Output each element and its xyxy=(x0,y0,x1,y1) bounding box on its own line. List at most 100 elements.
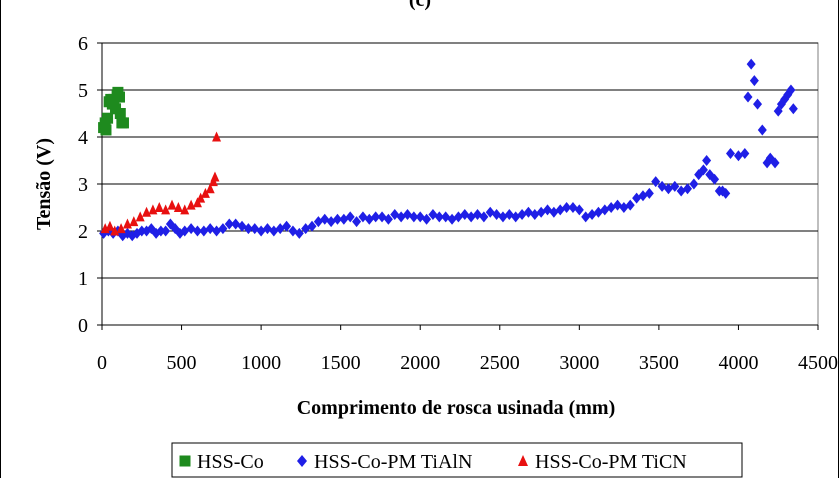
series-hss-co xyxy=(98,86,129,136)
y-tick-labels: 0 1 2 3 4 5 6 xyxy=(78,33,102,337)
data-point xyxy=(740,147,750,159)
data-point xyxy=(651,176,661,188)
x-tick-label: 4500 xyxy=(798,352,838,374)
y-tick-label: 0 xyxy=(78,315,88,337)
data-point xyxy=(114,108,126,119)
data-point xyxy=(156,225,166,237)
data-point xyxy=(116,223,126,234)
data-point xyxy=(743,91,753,103)
data-point xyxy=(702,155,712,166)
data-point xyxy=(746,58,756,70)
data-point xyxy=(105,220,115,231)
data-point xyxy=(721,187,731,199)
y-tick-label: 6 xyxy=(78,33,88,55)
x-axis-title: Comprimento de rosca usinada (mm) xyxy=(297,397,616,419)
data-point xyxy=(192,225,202,237)
y-tick-label: 3 xyxy=(78,174,88,196)
y-tick-label: 1 xyxy=(78,268,88,290)
legend-marker xyxy=(179,455,191,467)
x-tick-label: 2500 xyxy=(480,352,520,374)
data-point xyxy=(332,213,342,225)
data-point xyxy=(670,180,680,192)
data-point xyxy=(574,204,584,216)
legend-item: HSS-Co-PM TiCN xyxy=(518,451,687,473)
data-point xyxy=(212,131,222,142)
data-point xyxy=(282,220,292,232)
data-points xyxy=(98,58,798,242)
chart-title: (c) xyxy=(409,0,431,11)
data-point xyxy=(102,112,114,124)
legend-marker xyxy=(518,455,528,466)
legend-items: HSS-Co HSS-Co-PM TiAlN HSS-Co-PM TiCN xyxy=(179,451,687,473)
x-tick-label: 500 xyxy=(167,352,197,374)
data-point xyxy=(770,157,780,169)
data-point xyxy=(218,223,228,235)
data-point xyxy=(135,211,145,222)
legend: HSS-Co HSS-Co-PM TiAlN HSS-Co-PM TiCN xyxy=(171,442,743,478)
data-point xyxy=(129,216,139,227)
data-point xyxy=(409,211,419,223)
data-point xyxy=(753,98,763,110)
x-tick-label: 1500 xyxy=(321,352,361,374)
y-tick-label: 5 xyxy=(78,80,88,102)
x-tick-label: 3500 xyxy=(639,352,679,374)
data-point xyxy=(479,211,489,223)
series-hss-co-pm-tialn xyxy=(99,58,798,242)
data-point xyxy=(786,84,796,96)
data-point xyxy=(422,213,432,225)
legend-label: HSS-Co xyxy=(197,451,264,473)
legend-box xyxy=(171,442,743,478)
data-point xyxy=(345,211,355,223)
data-point xyxy=(154,202,164,212)
x-tick-label: 0 xyxy=(97,352,107,374)
data-point xyxy=(683,183,693,195)
data-point xyxy=(114,91,126,103)
data-point xyxy=(644,187,654,199)
data-point xyxy=(434,211,444,223)
data-point xyxy=(504,209,514,221)
y-tick-label: 4 xyxy=(78,127,88,149)
x-tick-label: 2000 xyxy=(400,352,440,374)
y-tick-label: 2 xyxy=(78,221,88,243)
legend-item: HSS-Co-PM TiAlN xyxy=(297,451,472,473)
data-point xyxy=(307,220,317,232)
data-point xyxy=(757,124,767,136)
legend-label: HSS-Co-PM TiCN xyxy=(535,451,687,473)
data-point xyxy=(725,147,735,159)
data-point xyxy=(371,211,381,223)
data-point xyxy=(383,213,393,225)
data-point xyxy=(625,199,635,211)
data-point xyxy=(243,223,253,235)
data-point xyxy=(180,204,190,215)
data-point xyxy=(137,225,147,237)
data-point xyxy=(749,75,759,87)
data-point xyxy=(689,178,699,190)
data-point xyxy=(788,103,798,115)
data-point xyxy=(698,164,708,176)
data-point xyxy=(224,218,234,230)
legend-item: HSS-Co xyxy=(179,451,264,473)
legend-marker xyxy=(297,455,307,467)
data-point xyxy=(117,117,129,129)
y-axis-title: Tensão (V) xyxy=(33,138,55,230)
data-point xyxy=(210,171,220,182)
data-point xyxy=(173,202,183,212)
data-point xyxy=(167,199,177,210)
data-point xyxy=(562,202,572,213)
data-point xyxy=(205,183,215,194)
x-tick-labels: 0 500 1000 1500 2000 2500 3000 3500 4000 4500 xyxy=(97,325,838,374)
data-point xyxy=(161,225,171,237)
data-point xyxy=(710,173,720,185)
x-tick-label: 3000 xyxy=(559,352,599,374)
data-point xyxy=(161,204,171,215)
series-hss-co-pm-ticn xyxy=(100,131,222,236)
data-point xyxy=(200,187,210,198)
data-point xyxy=(196,192,206,203)
data-point xyxy=(100,124,112,136)
data-point xyxy=(352,216,362,228)
x-tick-label: 4000 xyxy=(718,352,758,374)
x-tick-label: 1000 xyxy=(241,352,281,374)
legend-label: HSS-Co-PM TiAlN xyxy=(314,451,472,473)
